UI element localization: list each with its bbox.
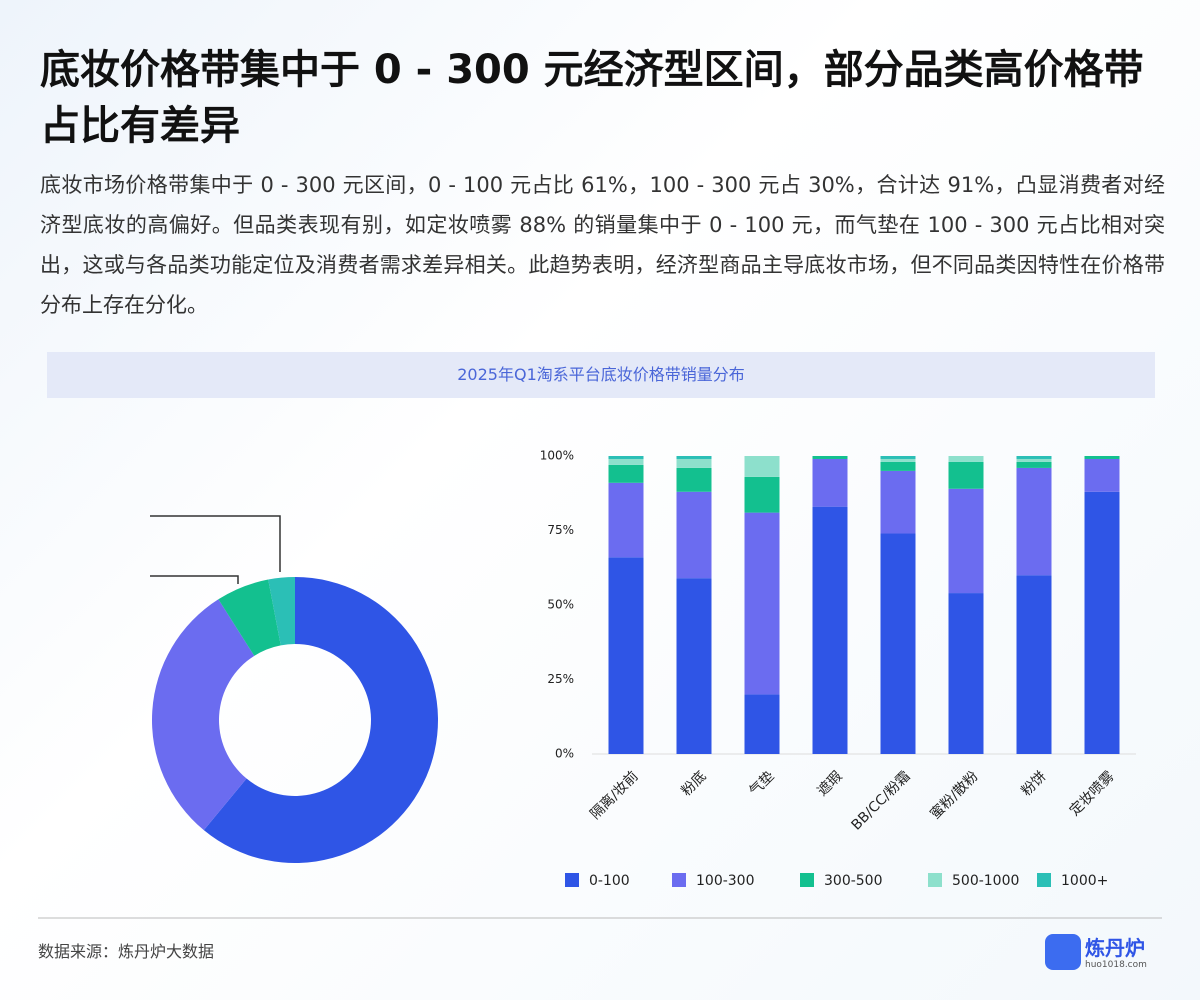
bar-segment	[880, 533, 916, 754]
donut-slice	[203, 577, 439, 863]
legend-swatch	[1037, 873, 1051, 887]
donut-slice	[152, 599, 255, 831]
bar-segment	[880, 461, 916, 471]
bar-segment	[948, 488, 984, 594]
x-tick-label: 定妆喷雾	[1067, 768, 1118, 819]
x-tick-label: 粉饼	[1019, 768, 1050, 799]
bar-segment	[1016, 467, 1052, 576]
legend-swatch	[565, 873, 579, 887]
bar-segment	[880, 456, 916, 459]
bar-segment	[744, 512, 780, 695]
bar-segment	[880, 470, 916, 534]
y-tick-label: 50%	[547, 598, 574, 612]
legend-label: 1000+	[1061, 873, 1108, 889]
logo-icon	[1045, 934, 1081, 970]
bar-segment	[948, 456, 984, 462]
bar-segment	[1016, 456, 1052, 459]
bar-segment	[812, 506, 848, 754]
y-tick-label: 0%	[555, 747, 574, 761]
bar-segment	[676, 467, 712, 492]
y-tick-label: 25%	[547, 672, 574, 686]
bar-segment	[1016, 575, 1052, 754]
legend-label: 100-300	[696, 873, 755, 889]
bar-segment	[676, 456, 712, 459]
x-tick-label: 遮瑕	[815, 768, 846, 799]
bar-segment	[608, 557, 644, 754]
bar-segment	[608, 458, 644, 465]
bar-segment	[744, 456, 780, 477]
logo: 炼丹炉 huo1018.com	[1045, 932, 1165, 976]
source: 数据来源：炼丹炉大数据	[38, 942, 215, 961]
chart-title: 2025年Q1淘系平台底妆价格带销量分布	[47, 352, 1155, 398]
bar-segment	[1084, 458, 1120, 492]
x-tick-label: 隔离/妆前	[587, 768, 642, 823]
bar-segment	[676, 458, 712, 468]
page-title: 底妆价格带集中于 0 - 300 元经济型区间，部分品类高价格带占比有差异	[40, 47, 1144, 149]
x-tick-label: 粉底	[679, 768, 710, 799]
bar-segment	[948, 593, 984, 754]
body-text: 底妆市场价格带集中于 0 - 300 元区间，0 - 100 元占比 61%，1…	[40, 173, 1165, 317]
donut-slice	[218, 579, 281, 656]
x-tick-label: 气垫	[747, 768, 778, 799]
y-tick-label: 75%	[547, 523, 574, 537]
bar-segment	[1016, 458, 1052, 462]
legend-swatch	[672, 873, 686, 887]
legend-swatch	[928, 873, 942, 887]
legend-swatch	[800, 873, 814, 887]
bar-segment	[1084, 491, 1120, 754]
donut-slice	[268, 577, 295, 646]
bar-segment	[880, 458, 916, 462]
bar-segment	[744, 694, 780, 754]
bar-segment	[812, 456, 848, 459]
bar-segment	[608, 464, 644, 483]
bar-segment	[812, 458, 848, 507]
leader-line	[150, 515, 281, 572]
leader-line	[150, 575, 239, 584]
bar-segment	[1016, 461, 1052, 468]
x-tick-label: 蜜粉/散粉	[927, 768, 981, 822]
bar-segment	[676, 578, 712, 754]
bar-segment	[676, 491, 712, 579]
legend-label: 300-500	[824, 873, 883, 889]
legend-label: 500-1000	[952, 873, 1019, 889]
legend-label: 0-100	[589, 873, 630, 889]
logo-url: huo1018.com	[1085, 960, 1147, 970]
y-tick-label: 100%	[540, 449, 574, 463]
bar-segment	[744, 476, 780, 513]
bar-segment	[948, 461, 984, 489]
logo-text: 炼丹炉	[1085, 936, 1145, 960]
bar-segment	[608, 456, 644, 459]
bar-segment	[608, 482, 644, 558]
bar-segment	[1084, 456, 1120, 459]
x-tick-label: BB/CC/粉霜	[848, 768, 913, 833]
